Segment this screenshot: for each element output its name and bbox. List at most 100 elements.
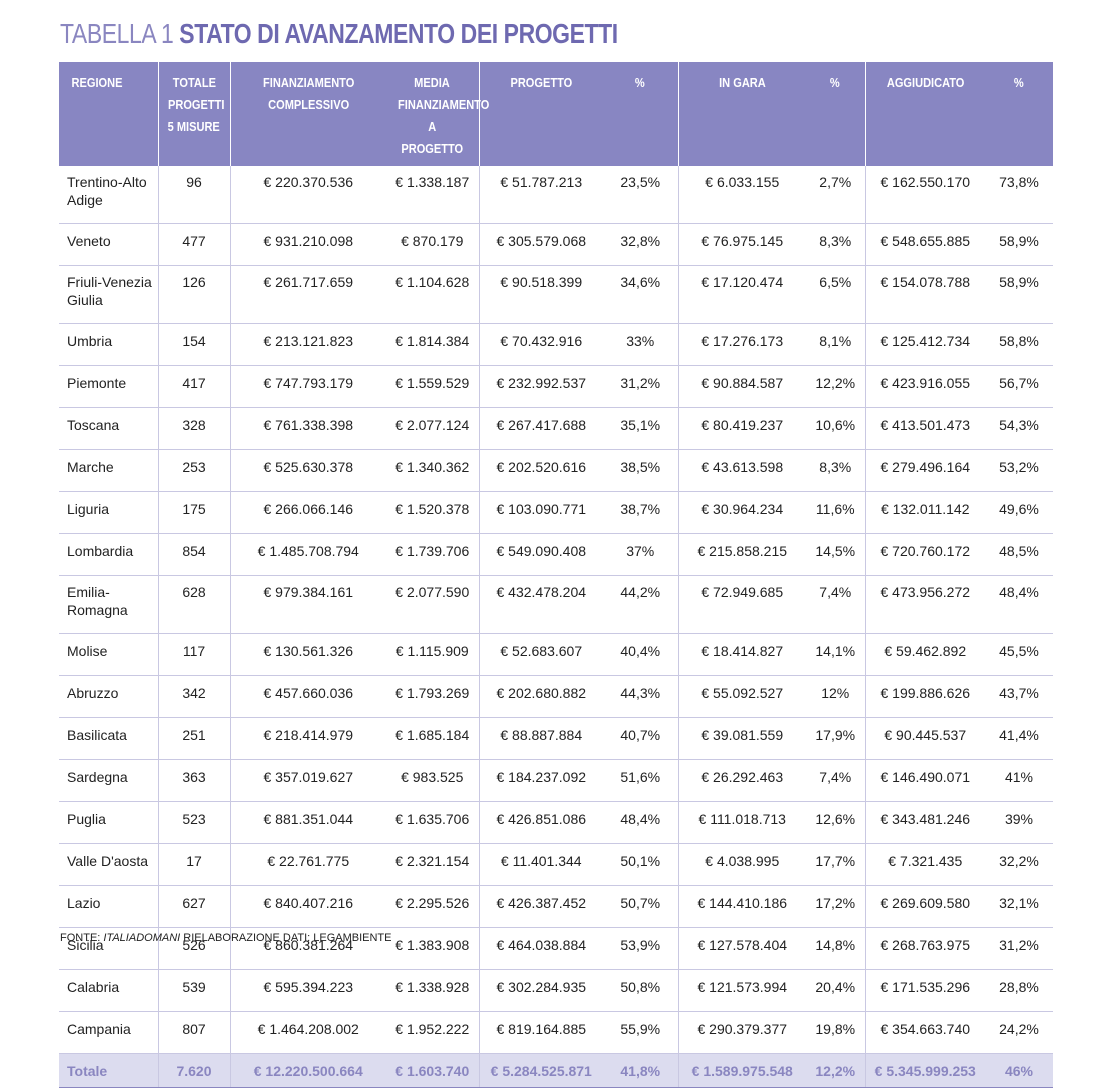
cell-media: € 1.338.187 (386, 166, 479, 224)
cell-pct-aggiudicato: 24,2% (985, 1011, 1053, 1054)
cell-pct-in-gara: 2,7% (806, 166, 865, 224)
cell-in-gara: € 80.419.237 (677, 407, 806, 450)
cell-media: € 1.559.529 (386, 365, 479, 408)
table-heading: STATO DI AVANZAMENTO DEI PROGETTI (179, 18, 618, 49)
cell-regione: Campania (59, 1011, 158, 1054)
table-row: Veneto 477 € 931.210.098 € 870.179 € 305.579… (59, 223, 1053, 266)
cell-totale: 251 (157, 717, 230, 760)
cell-pct-progetto: 51,6% (603, 759, 678, 802)
cell-in-gara: € 17.276.173 (677, 323, 806, 366)
table-row: Valle D'aosta 17 € 22.761.775 € 2.321.154 € … (59, 843, 1053, 886)
cell-aggiudicato: € 146.490.071 (864, 759, 985, 802)
cell-totale: 417 (157, 365, 230, 408)
table-row: Puglia 523 € 881.351.044 € 1.635.706 € 426.8… (59, 801, 1053, 844)
cell-aggiudicato: € 154.078.788 (864, 265, 985, 324)
cell-in-gara: € 144.410.186 (677, 885, 806, 928)
cell-pct-progetto: 37% (603, 533, 678, 576)
cell-regione: Molise (59, 633, 158, 676)
cell-progetto: € 11.401.344 (478, 843, 603, 886)
cell-progetto: € 184.237.092 (478, 759, 603, 802)
cell-pct-in-gara: 19,8% (806, 1011, 865, 1054)
cell-pct-aggiudicato: 28,8% (985, 969, 1053, 1012)
cell-pct-aggiudicato: 45,5% (985, 633, 1053, 676)
cell-pct-in-gara: 17,2% (806, 885, 865, 928)
cell-progetto: € 464.038.884 (478, 927, 603, 970)
cell-totale: 477 (157, 223, 230, 266)
cell-media: € 1.635.706 (386, 801, 479, 844)
cell-totale: 126 (157, 265, 230, 324)
cell-pct-aggiudicato: 58,8% (985, 323, 1053, 366)
cell-totale: 627 (157, 885, 230, 928)
cell-pct-in-gara: 17,9% (806, 717, 865, 760)
table-row: Abruzzo 342 € 457.660.036 € 1.793.269 € 202.… (59, 675, 1053, 718)
col-header-media: MEDIA FINANZIAMENTO A PROGETTO (386, 62, 489, 166)
cell-pct-progetto: 44,3% (603, 675, 678, 718)
cell-progetto: € 202.520.616 (478, 449, 603, 492)
cell-regione: Sardegna (59, 759, 158, 802)
table-row: Sardegna 363 € 357.019.627 € 983.525 € 184.2… (59, 759, 1053, 802)
cell-media: € 1.520.378 (386, 491, 479, 534)
cell-pct-in-gara: 8,1% (806, 323, 865, 366)
cell-pct-aggiudicato: 32,2% (985, 843, 1053, 886)
cell-regione: Veneto (59, 223, 158, 266)
cell-aggiudicato: € 7.321.435 (864, 843, 985, 886)
cell-in-gara: € 90.884.587 (677, 365, 806, 408)
cell-pct-progetto: 33% (603, 323, 678, 366)
cell-regione: Piemonte (59, 365, 158, 408)
table-row: Lombardia 854 € 1.485.708.794 € 1.739.706 € … (59, 533, 1053, 576)
cell-finanziamento: € 747.793.179 (229, 365, 386, 408)
cell-aggiudicato: € 269.609.580 (864, 885, 985, 928)
cell-aggiudicato: € 171.535.296 (864, 969, 985, 1012)
cell-regione: Basilicata (59, 717, 158, 760)
table-row: Piemonte 417 € 747.793.179 € 1.559.529 € 232… (59, 365, 1053, 408)
cell-progetto: € 267.417.688 (478, 407, 603, 450)
cell-progetto: € 90.518.399 (478, 265, 603, 324)
table-title: TABELLA 1 STATO DI AVANZAMENTO DEI PROGE… (60, 18, 618, 50)
cell-media: € 1.383.908 (386, 927, 479, 970)
col-header-pct-progetto: % (603, 62, 678, 166)
col-header-regione: REGIONE (59, 62, 158, 166)
cell-media: € 1.115.909 (386, 633, 479, 676)
cell-progetto: € 232.992.537 (478, 365, 603, 408)
cell-totale: 523 (157, 801, 230, 844)
cell-in-gara: € 76.975.145 (677, 223, 806, 266)
table-row: Trentino-Alto Adige 96 € 220.370.536 € 1.33… (59, 166, 1053, 224)
cell-in-gara: € 121.573.994 (677, 969, 806, 1012)
cell-media: € 2.295.526 (386, 885, 479, 928)
cell-in-gara: € 111.018.713 (677, 801, 806, 844)
col-header-pct-aggiudicato: % (985, 62, 1053, 166)
cell-in-gara: € 6.033.155 (677, 166, 806, 224)
cell-pct-in-gara: 14,8% (806, 927, 865, 970)
cell-pct-in-gara: 7,4% (806, 575, 865, 634)
cell-finanziamento: € 595.394.223 (229, 969, 386, 1012)
cell-totale: 628 (157, 575, 230, 634)
cell-progetto: € 202.680.882 (478, 675, 603, 718)
cell-finanziamento: € 457.660.036 (229, 675, 386, 718)
cell-progetto: € 302.284.935 (478, 969, 603, 1012)
cell-pct-progetto: 23,5% (603, 166, 678, 224)
cell-in-gara: € 215.858.215 (677, 533, 806, 576)
cell-aggiudicato: € 90.445.537 (864, 717, 985, 760)
col-header-progetto: PROGETTO (478, 62, 603, 166)
cell-totale: 175 (157, 491, 230, 534)
table-row: Campania 807 € 1.464.208.002 € 1.952.222 € 8… (59, 1011, 1053, 1054)
cell-pct-progetto: 48,4% (603, 801, 678, 844)
cell-media: € 1.952.222 (386, 1011, 479, 1054)
cell-pct-in-gara: 11,6% (806, 491, 865, 534)
cell-pct-in-gara: 17,7% (806, 843, 865, 886)
cell-aggiudicato: € 354.663.740 (864, 1011, 985, 1054)
cell-pct-progetto: 50,8% (603, 969, 678, 1012)
table-row: Emilia-Romagna 628 € 979.384.161 € 2.077.59… (59, 575, 1053, 634)
cell-progetto: € 88.887.884 (478, 717, 603, 760)
cell-totale: 154 (157, 323, 230, 366)
cell-regione: Friuli-Venezia Giulia (59, 265, 158, 324)
cell-regione: Lombardia (59, 533, 158, 576)
cell-pct-aggiudicato: 48,5% (985, 533, 1053, 576)
cell-in-gara: € 55.092.527 (677, 675, 806, 718)
cell-aggiudicato: € 343.481.246 (864, 801, 985, 844)
cell-pct-aggiudicato: 53,2% (985, 449, 1053, 492)
cell-pct-aggiudicato: 32,1% (985, 885, 1053, 928)
table-row: Molise 117 € 130.561.326 € 1.115.909 € 52.68… (59, 633, 1053, 676)
cell-media: € 983.525 (386, 759, 479, 802)
table-row: Toscana 328 € 761.338.398 € 2.077.124 € 267.… (59, 407, 1053, 450)
